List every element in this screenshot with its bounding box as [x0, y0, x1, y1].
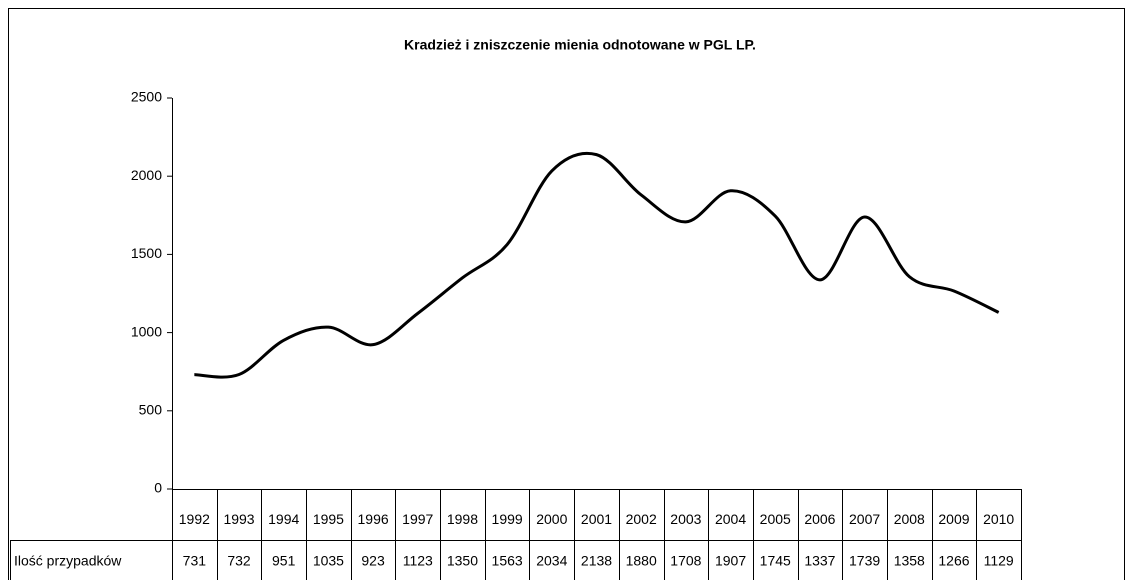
table-value: 1129 [984, 553, 1014, 569]
chart-border [8, 8, 1125, 580]
x-tick-label: 1994 [268, 511, 299, 527]
table-value: 731 [183, 553, 207, 569]
table-value: 1907 [715, 553, 746, 569]
table-value: 2034 [536, 553, 567, 569]
x-tick-label: 1996 [358, 511, 389, 527]
y-tick-label: 500 [139, 402, 163, 418]
x-tick-label: 2010 [983, 511, 1014, 527]
x-tick-label: 2006 [804, 511, 835, 527]
table-value: 1708 [670, 553, 701, 569]
data-line [194, 151, 1000, 379]
table-row-label: Ilość przypadków [14, 553, 122, 569]
table-value: 1739 [849, 553, 880, 569]
table-value: 1358 [894, 553, 925, 569]
x-tick-label: 2009 [938, 511, 969, 527]
table-value: 1350 [447, 553, 478, 569]
y-tick-label: 1000 [131, 323, 162, 339]
x-tick-label: 2002 [626, 511, 657, 527]
table-value: 1880 [626, 553, 657, 569]
x-tick-label: 2004 [715, 511, 746, 527]
table-value: 732 [227, 553, 251, 569]
x-tick-label: 1999 [492, 511, 523, 527]
y-tick-label: 1500 [131, 245, 162, 261]
x-tick-label: 2005 [760, 511, 791, 527]
y-tick-label: 2500 [131, 89, 162, 105]
table-value: 1266 [938, 553, 969, 569]
x-tick-label: 2003 [670, 511, 701, 527]
table-value: 1035 [313, 553, 344, 569]
x-tick-label: 2000 [536, 511, 567, 527]
chart-title: Kradzież i zniszczenie mienia odnotowane… [404, 37, 756, 53]
x-tick-label: 2008 [894, 511, 925, 527]
table-value: 1745 [760, 553, 791, 569]
x-tick-label: 1993 [223, 511, 254, 527]
x-tick-label: 2001 [581, 511, 612, 527]
table-value: 1337 [804, 553, 835, 569]
table-value: 923 [361, 553, 385, 569]
y-tick-label: 0 [154, 480, 162, 496]
x-tick-label: 2007 [849, 511, 880, 527]
x-tick-label: 1997 [402, 511, 433, 527]
y-tick-label: 2000 [131, 167, 162, 183]
table-value: 951 [272, 553, 296, 569]
x-tick-label: 1998 [447, 511, 478, 527]
table-value: 1563 [492, 553, 523, 569]
table-value: 1123 [403, 553, 433, 569]
x-tick-label: 1992 [179, 511, 210, 527]
x-tick-label: 1995 [313, 511, 344, 527]
table-value: 2138 [581, 553, 612, 569]
